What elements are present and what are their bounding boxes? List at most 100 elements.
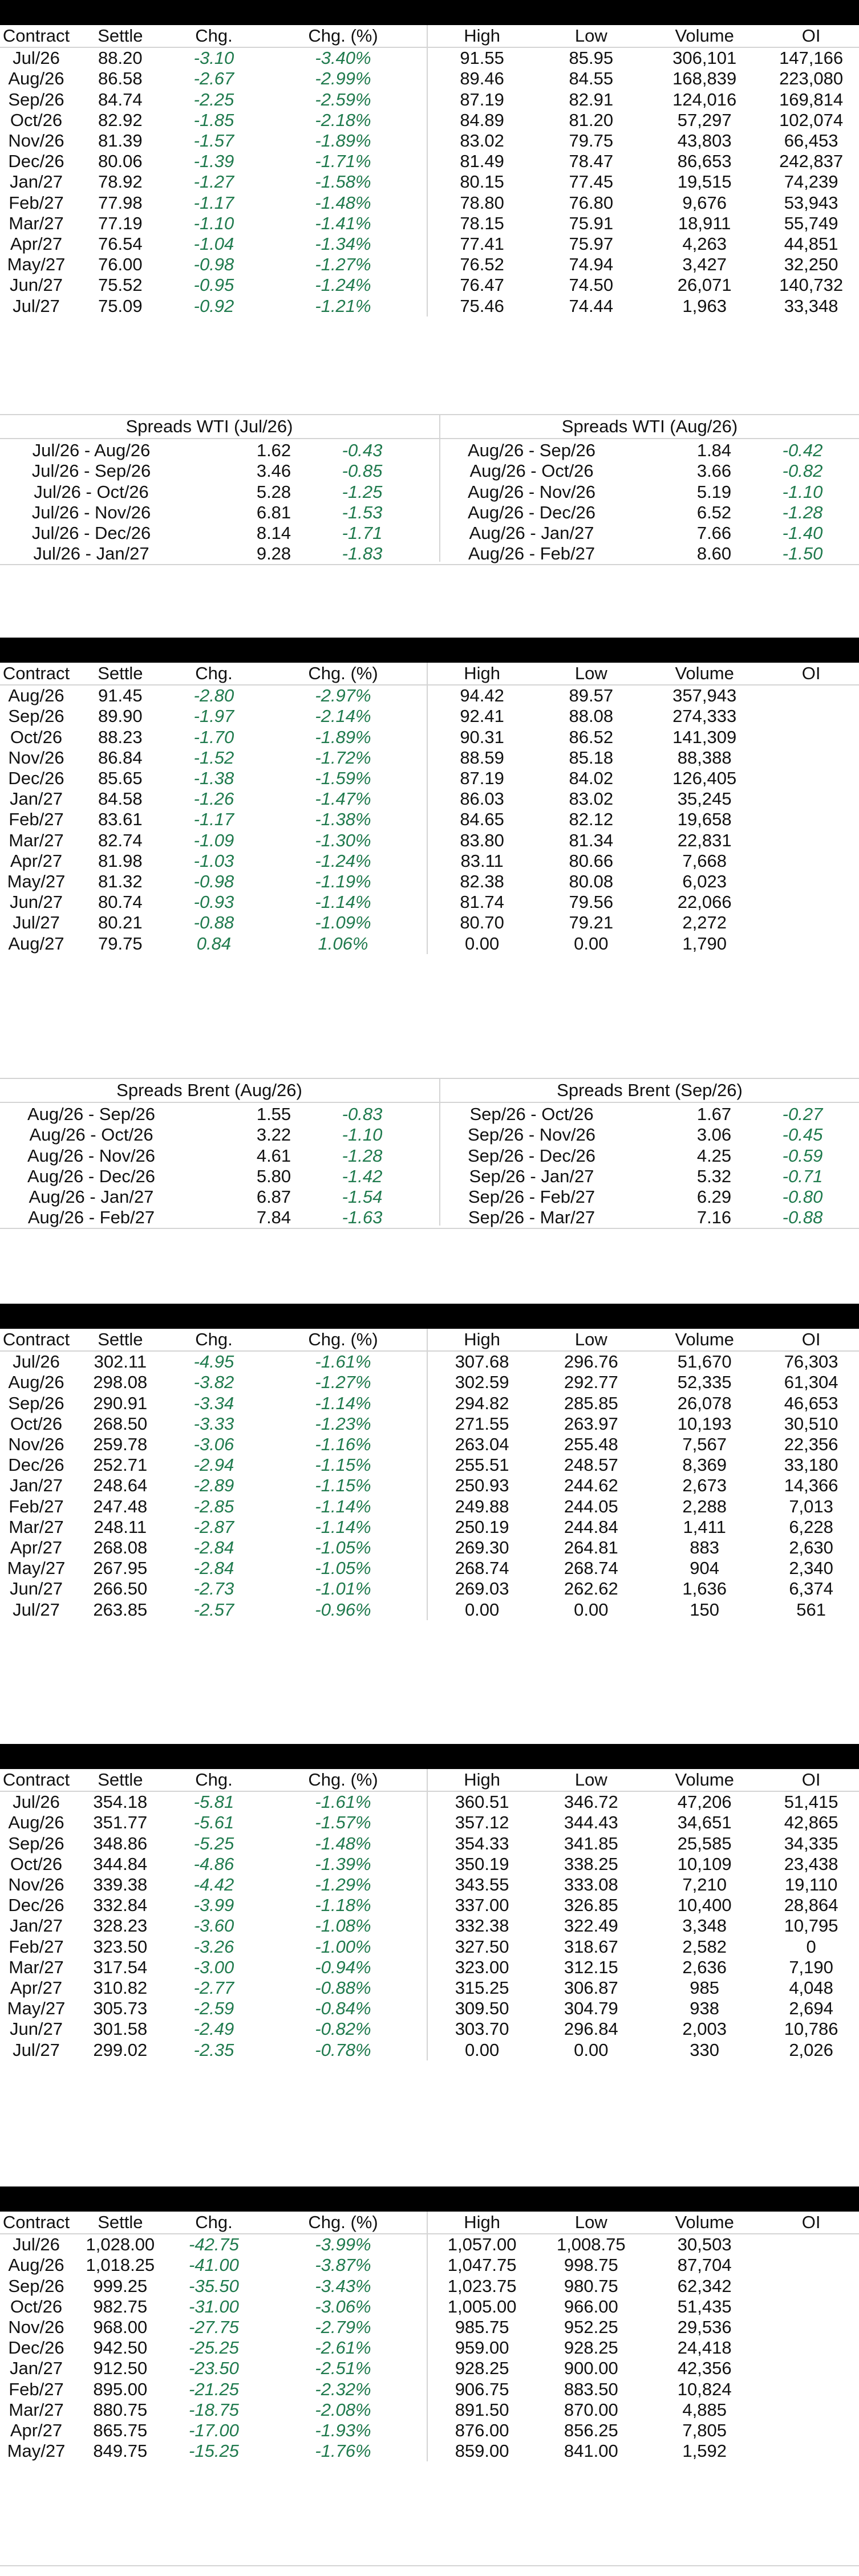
table-row: May/27 305.73 -2.59 -0.84% 309.50 304.79 938 2,… — [0, 1998, 859, 2019]
oi-cell: 6,374 — [789, 1579, 833, 1599]
column-header: Chg. — [168, 1329, 260, 1352]
spread-value: 7.84 — [256, 1207, 291, 1228]
column-header: Chg. (%) — [260, 1769, 427, 1792]
divider — [0, 1228, 859, 1230]
spread-value: 1.55 — [256, 1104, 291, 1125]
high-cell: 315.25 — [426, 1977, 537, 1999]
change-cell: -4.86 — [193, 1853, 234, 1874]
volume-cell: 10,400 — [677, 1895, 732, 1916]
settle-cell: 354.18 — [93, 1792, 148, 1812]
settle-cell: 86.84 — [98, 747, 143, 768]
high-cell: 78.15 — [426, 213, 537, 234]
column-header: Low — [536, 663, 646, 686]
column-header: OI — [763, 1769, 859, 1792]
spread-row: Aug/26 - Dec/26 5.80 -1.42 — [0, 1166, 419, 1187]
contract-cell: Mar/27 — [9, 830, 64, 850]
table-row: Jan/27 248.64 -2.89 -1.15% 250.93 244.62 2,673… — [0, 1475, 859, 1496]
table-row: Nov/26 968.00 -27.75 -2.79% 985.75 952.25 29,5… — [0, 2317, 859, 2338]
high-cell: 81.74 — [426, 892, 537, 913]
high-cell: 859.00 — [426, 2441, 537, 2462]
high-cell: 80.15 — [426, 172, 537, 193]
contract-cell: Jun/27 — [9, 275, 63, 295]
divider — [0, 2565, 859, 2566]
volume-cell: 52,335 — [677, 1372, 732, 1393]
contract-cell: Jul/26 — [13, 48, 60, 68]
table-row: Feb/27 83.61 -1.17 -1.38% 84.65 82.12 19,658 — [0, 809, 859, 830]
settle-cell: 298.08 — [93, 1372, 148, 1393]
change-cell: -25.25 — [189, 2338, 239, 2358]
spread-row: Aug/26 - Sep/26 1.84 -0.42 — [440, 440, 859, 461]
change-pct-cell: -2.97% — [315, 685, 371, 706]
column-header: High — [426, 1329, 537, 1352]
column-header: Contract — [0, 1329, 72, 1352]
change-cell: -2.85 — [193, 1496, 234, 1516]
change-pct-cell: -0.82% — [315, 2019, 371, 2039]
low-cell: 89.57 — [569, 685, 614, 706]
oi-cell — [763, 2358, 859, 2379]
spread-row: Sep/26 - Nov/26 3.06 -0.45 — [440, 1125, 859, 1145]
table-row: Jan/27 78.92 -1.27 -1.58% 80.15 77.45 19,515 74… — [0, 172, 859, 193]
contract-cell: May/27 — [7, 871, 66, 891]
low-cell: 78.47 — [569, 151, 614, 172]
volume-cell: 24,418 — [677, 2338, 732, 2358]
oi-cell: 0 — [806, 1936, 816, 1957]
spread-change: -1.10 — [342, 1125, 383, 1145]
high-cell: 302.59 — [426, 1372, 537, 1393]
high-cell: 89.46 — [426, 68, 537, 90]
change-cell: -18.75 — [189, 2399, 239, 2420]
change-cell: -3.99 — [193, 1895, 234, 1916]
spread-value: 4.61 — [256, 1145, 291, 1166]
change-cell: -3.00 — [193, 1957, 234, 1977]
contract-cell: Apr/27 — [10, 233, 63, 254]
settle-cell: 348.86 — [93, 1833, 148, 1853]
table-row: Jul/27 75.09 -0.92 -1.21% 75.46 74.44 1,963 33,… — [0, 295, 859, 317]
volume-cell: 4,263 — [682, 233, 727, 254]
futures-table-section: Contract Settle Chg. Chg. (%) High Low Volume O… — [0, 1769, 859, 2060]
settle-cell: 248.11 — [94, 1516, 147, 1537]
column-header: OI — [763, 2212, 859, 2235]
change-cell: -41.00 — [189, 2255, 239, 2275]
spread-value: 7.16 — [696, 1207, 732, 1228]
change-pct-cell: -1.48% — [315, 192, 371, 213]
high-cell: 337.00 — [426, 1895, 537, 1916]
low-cell: 86.52 — [569, 727, 614, 747]
spread-pair: Sep/26 - Feb/27 — [468, 1187, 595, 1207]
change-pct-cell: -1.05% — [315, 1537, 371, 1557]
table-row: Apr/27 865.75 -17.00 -1.93% 876.00 856.25 7,80… — [0, 2420, 859, 2441]
high-cell: 332.38 — [426, 1916, 537, 1937]
spread-value: 5.80 — [256, 1166, 291, 1186]
spread-value: 5.28 — [256, 481, 291, 502]
oi-cell: 2,694 — [789, 1998, 833, 2019]
table-row: Oct/26 982.75 -31.00 -3.06% 1,005.00 966.00 51… — [0, 2296, 859, 2317]
change-cell: 0.84 — [196, 933, 232, 954]
column-header: Chg. (%) — [260, 2212, 427, 2235]
contract-cell: Oct/26 — [10, 1413, 63, 1434]
volume-cell: 35,245 — [677, 789, 732, 809]
table-row: Sep/26 999.25 -35.50 -3.43% 1,023.75 980.75 62… — [0, 2275, 859, 2297]
settle-cell: 82.92 — [98, 109, 143, 130]
volume-cell: 985 — [690, 1977, 720, 1998]
spread-row: Aug/26 - Feb/27 8.60 -1.50 — [440, 543, 859, 564]
spread-value: 6.29 — [696, 1187, 732, 1207]
table-row: Jul/27 263.85 -2.57 -0.96% 0.00 0.00 150 561 — [0, 1599, 859, 1620]
change-pct-cell: -1.38% — [315, 809, 371, 830]
volume-cell: 22,066 — [677, 892, 732, 912]
change-cell: -1.52 — [193, 747, 234, 768]
column-header: Low — [536, 25, 646, 48]
spread-value: 1.84 — [696, 440, 732, 461]
spread-change: -0.27 — [782, 1104, 823, 1125]
table-row: Jul/26 1,028.00 -42.75 -3.99% 1,057.00 1,008.… — [0, 2234, 859, 2255]
spread-pair: Jul/26 - Jan/27 — [33, 543, 149, 564]
oi-cell — [763, 892, 859, 912]
oi-cell — [763, 727, 859, 748]
change-pct-cell: -1.61% — [315, 1792, 371, 1812]
low-cell: 333.08 — [564, 1875, 618, 1895]
table-row: Aug/26 91.45 -2.80 -2.97% 94.42 89.57 357,943 — [0, 685, 859, 707]
column-header: Volume — [646, 2212, 764, 2235]
spreads-title: Spreads WTI (Aug/26) — [561, 416, 738, 436]
column-header: OI — [763, 1329, 859, 1352]
column-header: Settle — [72, 1329, 168, 1352]
high-cell: 1,057.00 — [426, 2234, 537, 2255]
change-pct-cell: -1.34% — [315, 233, 371, 254]
settle-cell: 79.75 — [98, 933, 143, 954]
